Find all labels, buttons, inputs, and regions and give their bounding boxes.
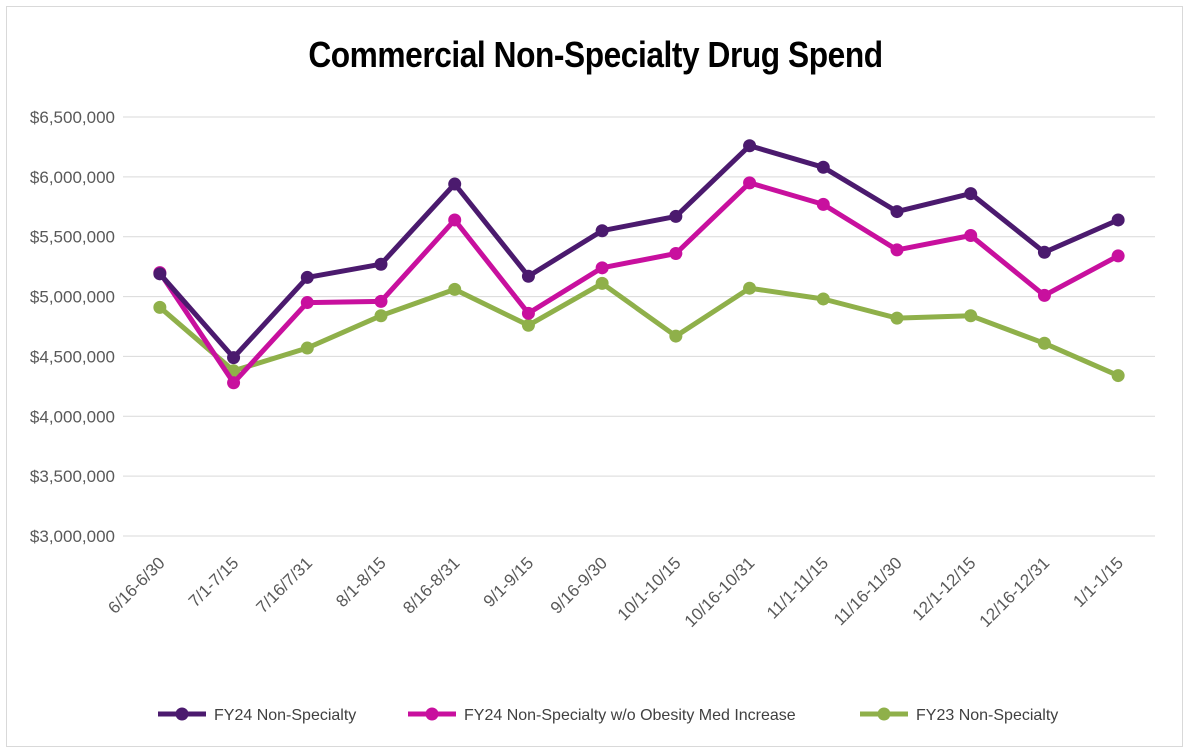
data-point bbox=[595, 261, 609, 275]
series-fy23-non-specialty bbox=[153, 276, 1125, 383]
data-point bbox=[300, 296, 314, 310]
legend-swatch-marker bbox=[175, 707, 189, 721]
y-tick-label: $6,500,000 bbox=[30, 108, 115, 127]
legend: FY24 Non-Specialty FY24 Non-Specialty w/o… bbox=[158, 707, 1058, 724]
legend-swatch-marker bbox=[877, 707, 891, 721]
x-tick-label: 8/16-8/31 bbox=[399, 553, 463, 617]
x-tick-label: 8/1-8/15 bbox=[332, 553, 390, 611]
data-point bbox=[743, 176, 757, 190]
data-point bbox=[374, 294, 388, 308]
legend-item: FY24 Non-Specialty w/o Obesity Med Incre… bbox=[408, 707, 796, 724]
data-point bbox=[595, 224, 609, 238]
y-tick-label: $4,000,000 bbox=[30, 407, 115, 426]
x-tick-label: 11/16-11/30 bbox=[830, 553, 906, 629]
data-point bbox=[521, 318, 535, 332]
data-point bbox=[1111, 249, 1125, 263]
legend-label: FY23 Non-Specialty bbox=[916, 707, 1058, 724]
y-tick-label: $3,000,000 bbox=[30, 527, 115, 546]
data-point bbox=[816, 292, 830, 306]
series-line bbox=[157, 280, 1121, 379]
data-point bbox=[1111, 213, 1125, 227]
gridlines bbox=[123, 116, 1155, 537]
data-point bbox=[300, 270, 314, 284]
data-point bbox=[964, 229, 978, 243]
data-point bbox=[448, 213, 462, 227]
data-point bbox=[374, 309, 388, 323]
series-fy24-non-specialty bbox=[153, 139, 1125, 365]
x-tick-label: 10/16-10/31 bbox=[681, 553, 759, 631]
series-line bbox=[157, 180, 1121, 386]
chart-frame bbox=[6, 6, 1183, 747]
data-point bbox=[964, 309, 978, 323]
x-axis-ticks: 6/16-6/30 7/1-7/15 7/16/7/31 8/1-8/15 8/16-8… bbox=[104, 553, 1127, 631]
series-line bbox=[157, 143, 1121, 361]
x-tick-label: 12/16-12/31 bbox=[976, 553, 1054, 631]
data-point bbox=[743, 281, 757, 295]
y-axis-ticks: $3,000,000 $3,500,000 $4,000,000 $4,500,000… bbox=[30, 108, 115, 546]
data-point bbox=[816, 160, 830, 174]
data-point bbox=[521, 269, 535, 283]
data-point bbox=[669, 329, 683, 343]
chart-title: Commercial Non-Specialty Drug Spend bbox=[308, 34, 883, 75]
data-point bbox=[227, 351, 241, 365]
x-tick-label: 10/1-10/15 bbox=[614, 553, 685, 624]
x-tick-label: 7/1-7/15 bbox=[185, 553, 243, 611]
data-point bbox=[816, 197, 830, 211]
data-point bbox=[669, 246, 683, 260]
y-tick-label: $3,500,000 bbox=[30, 467, 115, 486]
legend-label: FY24 Non-Specialty w/o Obesity Med Incre… bbox=[464, 707, 796, 724]
data-point bbox=[890, 243, 904, 257]
legend-swatch-marker bbox=[425, 707, 439, 721]
data-point bbox=[669, 209, 683, 223]
legend-item: FY23 Non-Specialty bbox=[860, 707, 1058, 724]
x-tick-label: 7/16/7/31 bbox=[253, 553, 317, 617]
data-point bbox=[448, 177, 462, 191]
y-tick-label: $5,000,000 bbox=[30, 288, 115, 307]
data-point bbox=[1037, 336, 1051, 350]
data-point bbox=[890, 205, 904, 219]
data-point bbox=[743, 139, 757, 153]
series-layer bbox=[153, 139, 1125, 390]
data-point bbox=[964, 187, 978, 201]
data-point bbox=[227, 376, 241, 390]
data-point bbox=[374, 257, 388, 271]
data-point bbox=[1037, 245, 1051, 259]
data-point bbox=[300, 341, 314, 355]
x-tick-label: 11/1-11/15 bbox=[763, 553, 832, 622]
data-point bbox=[521, 306, 535, 320]
y-tick-label: $6,000,000 bbox=[30, 168, 115, 187]
x-tick-label: 9/1-9/15 bbox=[480, 553, 538, 611]
x-tick-label: 12/1-12/15 bbox=[909, 553, 980, 624]
data-point bbox=[1111, 369, 1125, 383]
data-point bbox=[153, 267, 167, 281]
data-point bbox=[890, 311, 904, 325]
data-point bbox=[448, 282, 462, 296]
legend-label: FY24 Non-Specialty bbox=[214, 707, 356, 724]
data-point bbox=[153, 300, 167, 314]
x-tick-label: 9/16-9/30 bbox=[547, 553, 611, 617]
x-tick-label: 1/1-1/15 bbox=[1069, 553, 1127, 611]
data-point bbox=[1037, 288, 1051, 302]
data-point bbox=[595, 276, 609, 290]
x-tick-label: 6/16-6/30 bbox=[104, 553, 168, 617]
y-tick-label: $5,500,000 bbox=[30, 228, 115, 247]
y-tick-label: $4,500,000 bbox=[30, 347, 115, 366]
legend-item: FY24 Non-Specialty bbox=[158, 707, 356, 724]
